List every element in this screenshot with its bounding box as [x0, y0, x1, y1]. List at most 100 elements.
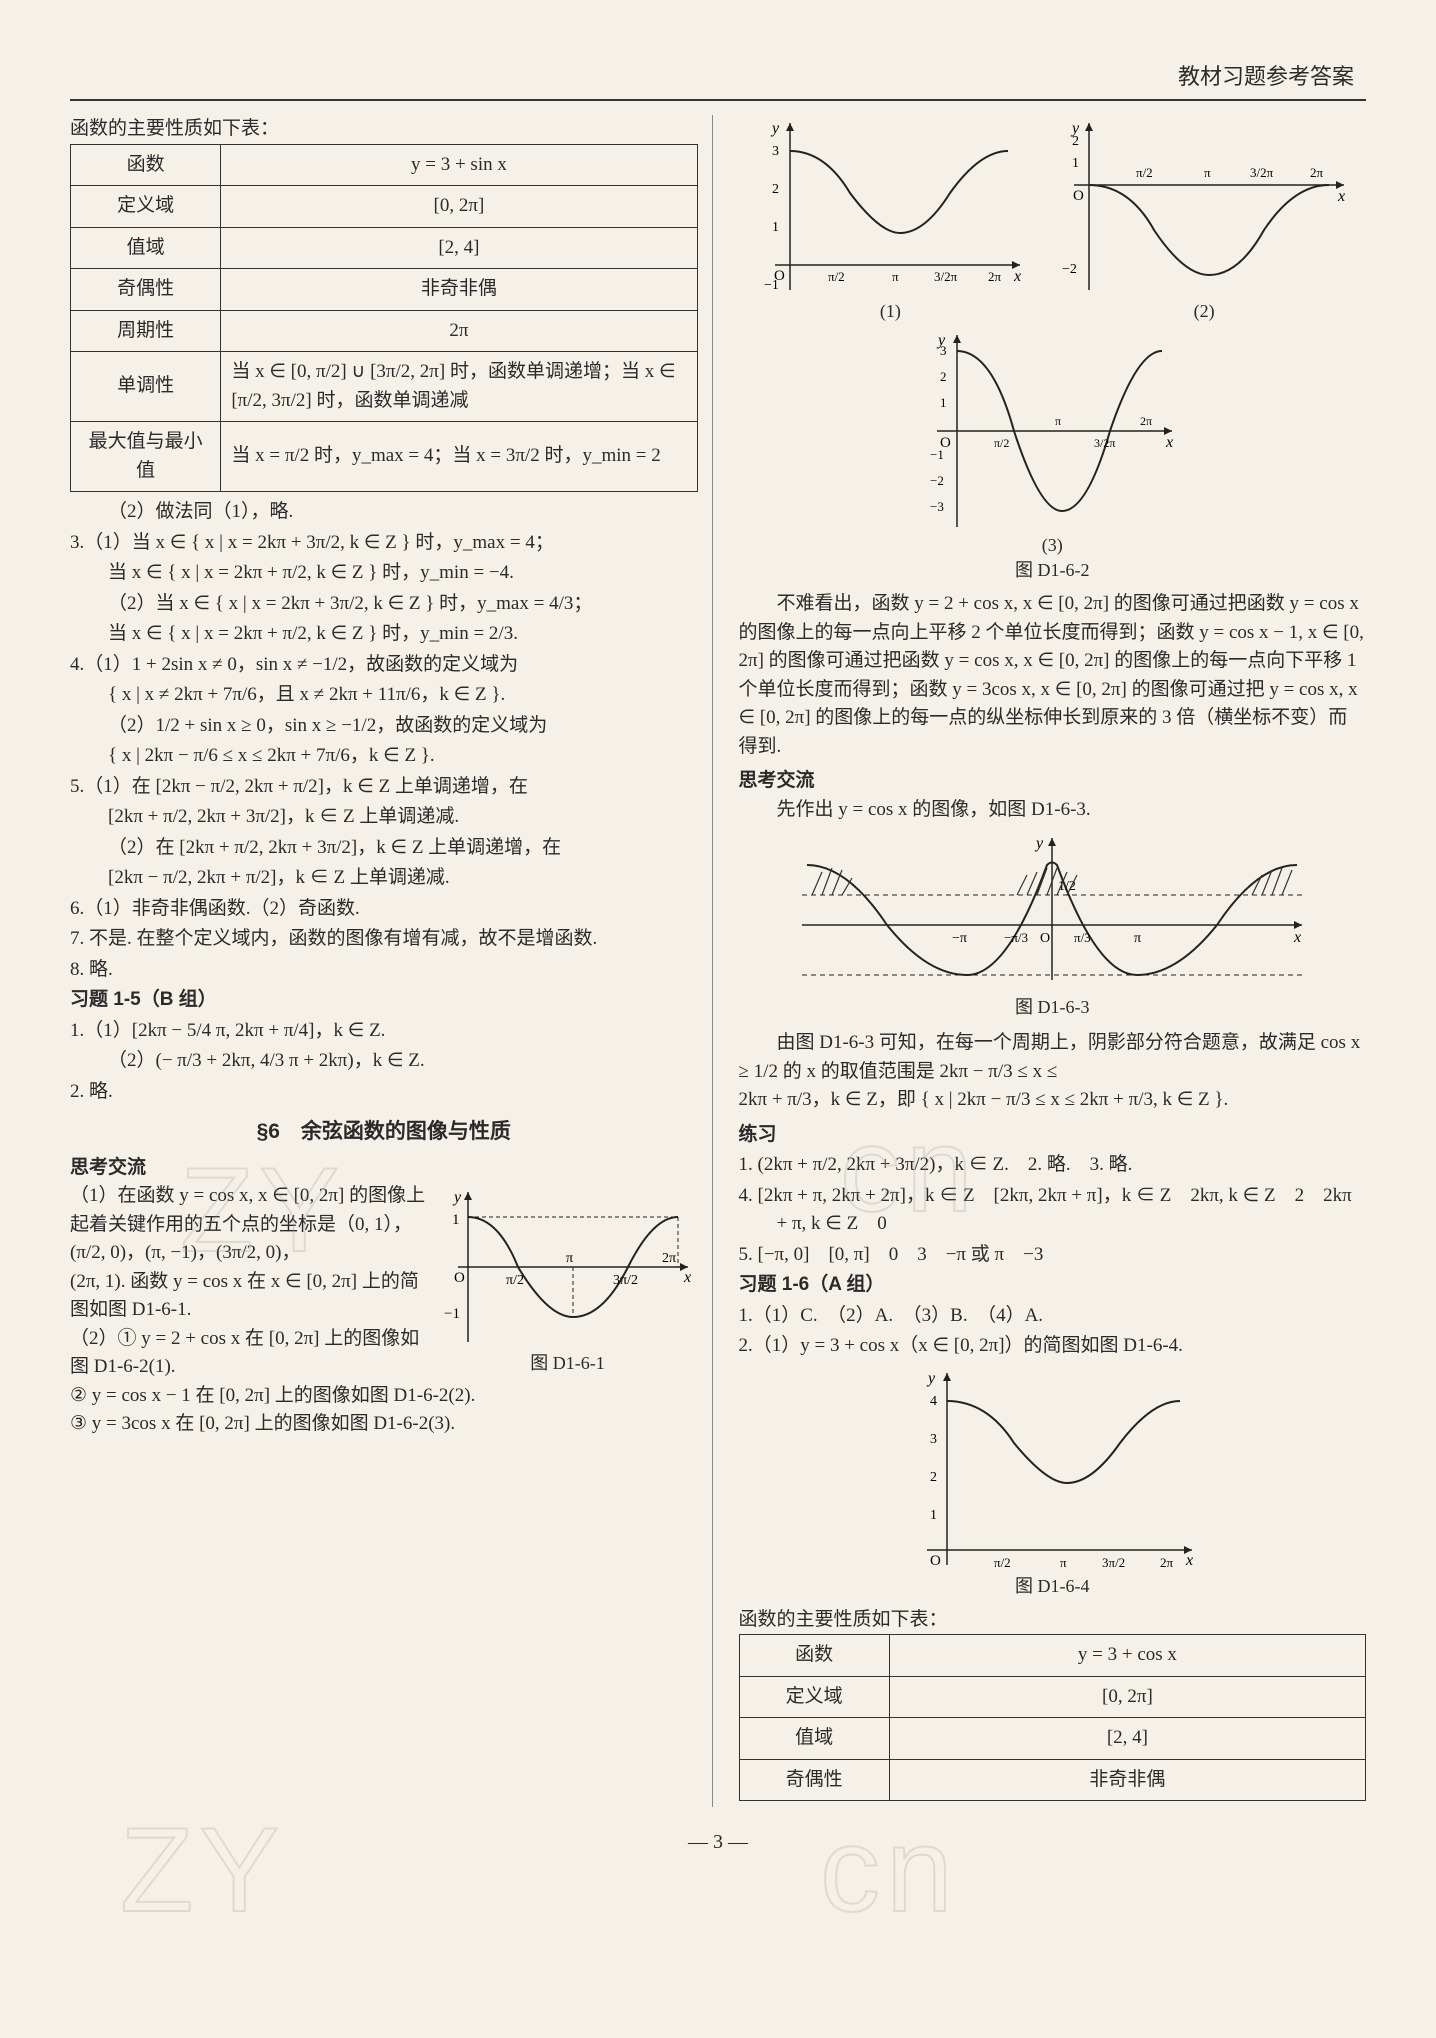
- svg-text:3π/2: 3π/2: [1102, 1555, 1125, 1570]
- text: { x | x ≠ 2kπ + 7π/6，且 x ≠ 2kπ + 11π/6，k…: [108, 681, 698, 710]
- svg-text:−π/3: −π/3: [1004, 930, 1028, 945]
- svg-text:O: O: [930, 1553, 941, 1569]
- svg-text:y: y: [926, 1370, 936, 1387]
- cell: 2π: [221, 310, 697, 352]
- svg-text:2π: 2π: [1160, 1555, 1174, 1570]
- figure-d1-6-2-1: y x O 3 2 1 −1 π/2 π 3/2π 2π (1): [750, 115, 1030, 325]
- text: 1. (2kπ + π/2, 2kπ + 3π/2)，k ∈ Z. 2. 略. …: [739, 1151, 1367, 1180]
- svg-text:π/2: π/2: [994, 436, 1009, 450]
- cell: 函数: [739, 1635, 889, 1677]
- svg-text:−3: −3: [930, 499, 944, 514]
- figure-d1-6-4: y x O 4 3 2 1 π/2 π 3π/2 2π: [739, 1365, 1367, 1575]
- svg-text:4: 4: [930, 1394, 937, 1409]
- text: （2）① y = 2 + cos x 在 [0, 2π] 上的图像如图 D1-6…: [70, 1325, 430, 1382]
- heading: 习题 1-6（A 组）: [739, 1271, 1367, 1300]
- svg-text:π: π: [892, 269, 899, 284]
- figure-label: 图 D1-6-2: [739, 557, 1367, 584]
- svg-text:π/2: π/2: [994, 1555, 1011, 1570]
- svg-text:2: 2: [940, 369, 947, 384]
- svg-text:O: O: [1040, 931, 1050, 946]
- text: [2kπ + π/2, 2kπ + 3π/2]，k ∈ Z 上单调递减.: [108, 803, 698, 832]
- svg-text:−1: −1: [930, 447, 944, 462]
- text: (π/2, 0)，(π, −1)，(3π/2, 0)，: [70, 1239, 430, 1268]
- page-header: 教材习题参考答案: [70, 60, 1366, 93]
- svg-text:3: 3: [930, 1432, 937, 1447]
- cell: [0, 2π]: [889, 1676, 1365, 1718]
- svg-text:y: y: [770, 120, 780, 137]
- heading: 习题 1-5（B 组）: [70, 986, 698, 1015]
- svg-text:3/2π: 3/2π: [1094, 436, 1115, 450]
- figure-d1-6-3: y x 1/2 −π −π/3 O: [739, 830, 1367, 990]
- svg-text:π: π: [1060, 1555, 1067, 1570]
- cell: 当 x = π/2 时，y_max = 4；当 x = 3π/2 时，y_min…: [221, 422, 697, 492]
- cell: 当 x ∈ [0, π/2] ∪ [3π/2, 2π] 时，函数单调递增；当 x…: [221, 352, 697, 422]
- figure-d1-6-2-3: y x O 3 2 1 −1 −2 −3 π/2 π 3/2π 2π (3): [739, 329, 1367, 559]
- text: （2）1/2 + sin x ≥ 0，sin x ≥ −1/2，故函数的定义域为: [108, 712, 698, 741]
- text: 5.（1）在 [2kπ − π/2, 2kπ + π/2]，k ∈ Z 上单调递…: [70, 773, 698, 802]
- cell: 定义域: [71, 186, 221, 228]
- heading: 思考交流: [739, 767, 1367, 796]
- text: 当 x ∈ { x | x = 2kπ + π/2, k ∈ Z } 时，y_m…: [108, 620, 698, 649]
- svg-text:1: 1: [940, 395, 947, 410]
- svg-text:y: y: [1034, 835, 1044, 852]
- figure-sub-label: (1): [750, 298, 1030, 325]
- text: 5. [−π, 0] [0, π] 0 3 −π 或 π −3: [739, 1241, 1367, 1270]
- svg-text:π/3: π/3: [1074, 930, 1091, 945]
- svg-text:π: π: [1134, 931, 1141, 946]
- svg-text:x: x: [1337, 188, 1345, 205]
- heading: 练习: [739, 1121, 1367, 1150]
- text: 8. 略.: [70, 956, 698, 985]
- cell: 周期性: [71, 310, 221, 352]
- cell: 非奇非偶: [889, 1759, 1365, 1801]
- svg-text:1: 1: [930, 1508, 937, 1523]
- heading: 思考交流: [70, 1154, 698, 1183]
- divider: [70, 99, 1366, 101]
- svg-text:−2: −2: [1062, 262, 1077, 277]
- text: 7. 不是. 在整个定义域内，函数的图像有增有减，故不是增函数.: [70, 925, 698, 954]
- text: 4. [2kπ + π, 2kπ + 2π]，k ∈ Z [2kπ, 2kπ +…: [739, 1182, 1367, 1239]
- figure-d1-6-1: y x 1 −1 O π/2 π 3π/2 2π 图 D1-6-1: [438, 1182, 698, 1377]
- page-number: — 3 —: [70, 1827, 1366, 1857]
- svg-text:3: 3: [940, 343, 947, 358]
- svg-text:−π: −π: [952, 931, 967, 946]
- svg-text:2π: 2π: [1140, 414, 1152, 428]
- svg-text:1: 1: [452, 1212, 460, 1228]
- cell: 非奇非偶: [221, 269, 697, 311]
- svg-text:2π: 2π: [988, 269, 1002, 284]
- text: 当 x ∈ { x | x = 2kπ + π/2, k ∈ Z } 时，y_m…: [108, 559, 698, 588]
- paragraph: 不难看出，函数 y = 2 + cos x, x ∈ [0, 2π] 的图像可通…: [739, 590, 1367, 761]
- cell: 值域: [739, 1718, 889, 1760]
- text: （2）(− π/3 + 2kπ, 4/3 π + 2kπ)，k ∈ Z.: [108, 1047, 698, 1076]
- svg-text:x: x: [1165, 434, 1173, 451]
- text: { x | 2kπ − π/6 ≤ x ≤ 2kπ + 7π/6，k ∈ Z }…: [108, 742, 698, 771]
- svg-text:π: π: [566, 1251, 573, 1266]
- svg-text:π/2: π/2: [828, 269, 845, 284]
- svg-text:x: x: [1013, 268, 1021, 285]
- svg-text:x: x: [1185, 1552, 1193, 1569]
- table-caption: 函数的主要性质如下表：: [70, 115, 698, 144]
- svg-text:2π: 2π: [1310, 165, 1324, 180]
- text: 4.（1）1 + 2sin x ≠ 0，sin x ≠ −1/2，故函数的定义域…: [70, 651, 698, 680]
- cell: 函数: [71, 144, 221, 186]
- paragraph: 由图 D1-6-3 可知，在每一个周期上，阴影部分符合题意，故满足 cos x …: [739, 1029, 1367, 1086]
- text: (2π, 1). 函数 y = cos x 在 x ∈ [0, 2π] 上的简图…: [70, 1268, 430, 1325]
- text: 6.（1）非奇非偶函数.（2）奇函数.: [70, 895, 698, 924]
- text: （2）做法同（1），略.: [108, 498, 698, 527]
- text: 1.（1）C. （2）A. （3）B. （4）A.: [739, 1302, 1367, 1331]
- right-column: y x O 3 2 1 −1 π/2 π 3/2π 2π (1): [739, 115, 1367, 1807]
- svg-text:y: y: [452, 1189, 462, 1206]
- svg-text:π: π: [1055, 414, 1061, 428]
- svg-text:3/2π: 3/2π: [934, 269, 958, 284]
- text: 3.（1）当 x ∈ { x | x = 2kπ + 3π/2, k ∈ Z }…: [70, 529, 698, 558]
- svg-text:O: O: [1073, 188, 1084, 204]
- svg-text:x: x: [683, 1269, 691, 1286]
- svg-text:−1: −1: [764, 278, 779, 293]
- figure-label: 图 D1-6-1: [438, 1350, 698, 1377]
- text: （1）在函数 y = cos x, x ∈ [0, 2π] 的图像上起着关键作用…: [70, 1182, 430, 1239]
- svg-text:2: 2: [930, 1470, 937, 1485]
- cell: 最大值与最小值: [71, 422, 221, 492]
- svg-text:π/2: π/2: [506, 1273, 524, 1288]
- figure-sub-label: (3): [922, 532, 1182, 559]
- svg-text:1: 1: [1072, 156, 1079, 171]
- text: ② y = cos x − 1 在 [0, 2π] 上的图像如图 D1-6-2(…: [70, 1382, 698, 1411]
